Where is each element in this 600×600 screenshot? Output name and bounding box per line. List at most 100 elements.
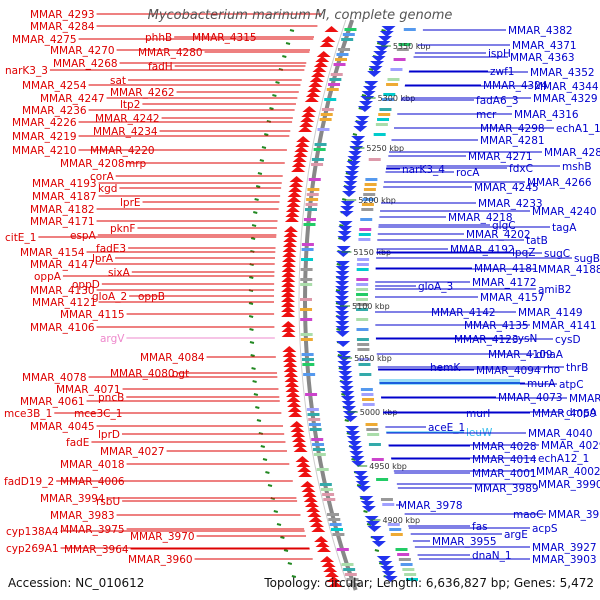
cog-mark — [306, 193, 319, 196]
reverse-gene-mark — [311, 526, 326, 532]
left-gene-label: lprD — [98, 429, 120, 441]
cog-mark — [398, 43, 411, 46]
cog-mark — [357, 348, 370, 351]
forward-gene-mark — [340, 206, 355, 212]
right-gene-label: narK3_4 — [402, 164, 445, 176]
forward-gene-mark — [359, 101, 374, 107]
cog-mark — [359, 228, 372, 231]
reverse-gene-mark — [281, 286, 296, 292]
cog-mark — [323, 498, 336, 501]
cog-mark — [363, 188, 376, 191]
forward-gene-mark — [335, 286, 350, 292]
cog-mark — [300, 283, 313, 286]
tick-dash-outer — [276, 523, 282, 526]
forward-gene-mark — [348, 446, 363, 452]
left-gene-label: MMAR_4242 — [95, 113, 160, 125]
right-gene-label: MMAR_4172 — [472, 277, 537, 289]
left-gene-label: MMAR_4234 — [93, 126, 158, 138]
left-gene-label: MMAR_4315 — [192, 32, 257, 44]
right-gene-label: acpS — [532, 523, 558, 535]
right-gene-label: MMAR_4316 — [514, 109, 579, 121]
right-gene-label: MMAR_4218 — [448, 212, 513, 224]
cog-mark — [368, 158, 381, 161]
right-gene-label: MMAR_4281 — [480, 135, 545, 147]
cog-mark — [319, 483, 332, 486]
reverse-gene-mark — [314, 536, 329, 542]
left-gene-label: ltp2 — [120, 99, 140, 111]
forward-gene-mark — [338, 371, 353, 377]
right-gene-label: MMAR_3955 — [432, 536, 497, 548]
forward-gene-mark — [344, 176, 359, 182]
forward-gene-mark — [342, 186, 357, 192]
cog-mark — [317, 128, 330, 131]
left-gene-label: MMAR_4080 — [110, 368, 175, 380]
cog-mark — [381, 98, 394, 101]
reverse-gene-mark — [285, 206, 300, 212]
tick-dash-outer — [289, 29, 295, 32]
left-gene-label: MMAR_4236 — [22, 105, 87, 117]
cog-mark — [326, 88, 339, 91]
cog-mark — [333, 63, 346, 66]
right-gene-label: dhaA — [536, 349, 564, 361]
reverse-gene-mark — [286, 201, 301, 207]
cog-mark — [377, 118, 390, 121]
right-gene-label: MMAR_4094 — [476, 365, 541, 377]
left-gene-label: MMAR_3964 — [64, 544, 129, 556]
left-gene-label: MMAR_4219 — [12, 131, 77, 143]
reverse-gene-mark — [286, 196, 301, 202]
left-gene-label: MMAR_4045 — [30, 421, 95, 433]
left-gene-label: MMAR_4247 — [40, 93, 105, 105]
tick-dash-outer — [260, 445, 266, 448]
left-gene-label: MMAR_4061 — [20, 396, 85, 408]
cog-mark — [383, 93, 396, 96]
cog-mark — [368, 443, 381, 446]
reverse-gene-mark — [308, 516, 323, 522]
reverse-gene-mark — [301, 111, 316, 117]
reverse-gene-mark — [304, 96, 319, 102]
tick-dash-outer — [282, 55, 287, 58]
reverse-gene-mark — [312, 66, 327, 72]
cog-mark — [307, 188, 320, 191]
forward-gene-mark — [336, 351, 351, 357]
left-gene-label: narK3_3 — [5, 65, 48, 77]
left-gene-label: MMAR_4293 — [30, 9, 95, 21]
reverse-gene-mark — [288, 186, 303, 192]
right-gene-label: MMAR_3903 — [532, 554, 597, 566]
tick-dash-outer — [283, 549, 289, 552]
kbp-tick-label: 5250 kbp — [366, 144, 404, 153]
tick-dash-outer — [262, 458, 268, 461]
tick-dash-outer — [264, 133, 269, 136]
reverse-gene-mark — [306, 506, 321, 512]
left-gene-label: espA — [70, 230, 97, 242]
reverse-gene-mark — [285, 211, 300, 217]
forward-gene-mark — [367, 71, 382, 77]
tick-dash-inner — [366, 523, 372, 526]
right-gene-label: MMAR_4074 — [569, 393, 600, 405]
kbp-tick-label: 5000 kbp — [360, 408, 398, 417]
forward-gene-mark — [343, 416, 358, 422]
left-gene-label: rsbU — [96, 496, 120, 508]
reverse-gene-mark — [293, 446, 308, 452]
reverse-gene-mark — [321, 561, 336, 567]
reverse-gene-mark — [281, 321, 296, 327]
cog-mark — [329, 78, 342, 81]
reverse-gene-mark — [296, 461, 311, 467]
right-gene-label: MMAR_4329 — [533, 93, 598, 105]
forward-gene-mark — [367, 526, 382, 532]
left-gene-label: MMAR_3983 — [50, 510, 115, 522]
left-gene-label: MMAR_4078 — [22, 372, 87, 384]
cog-mark — [356, 263, 369, 266]
cog-mark — [306, 198, 319, 201]
left-gene-label: MMAR_4115 — [60, 309, 125, 321]
forward-gene-mark — [378, 561, 393, 567]
cog-mark — [379, 108, 392, 111]
forward-gene-mark — [356, 486, 371, 492]
cog-mark — [335, 58, 348, 61]
cog-mark — [398, 558, 411, 561]
forward-gene-mark — [347, 156, 362, 162]
right-gene-label: aceE_1 — [428, 422, 465, 434]
tick-dash-outer — [248, 302, 254, 305]
forward-gene-mark — [335, 331, 350, 337]
cog-mark — [361, 208, 374, 211]
cog-mark — [387, 78, 400, 81]
